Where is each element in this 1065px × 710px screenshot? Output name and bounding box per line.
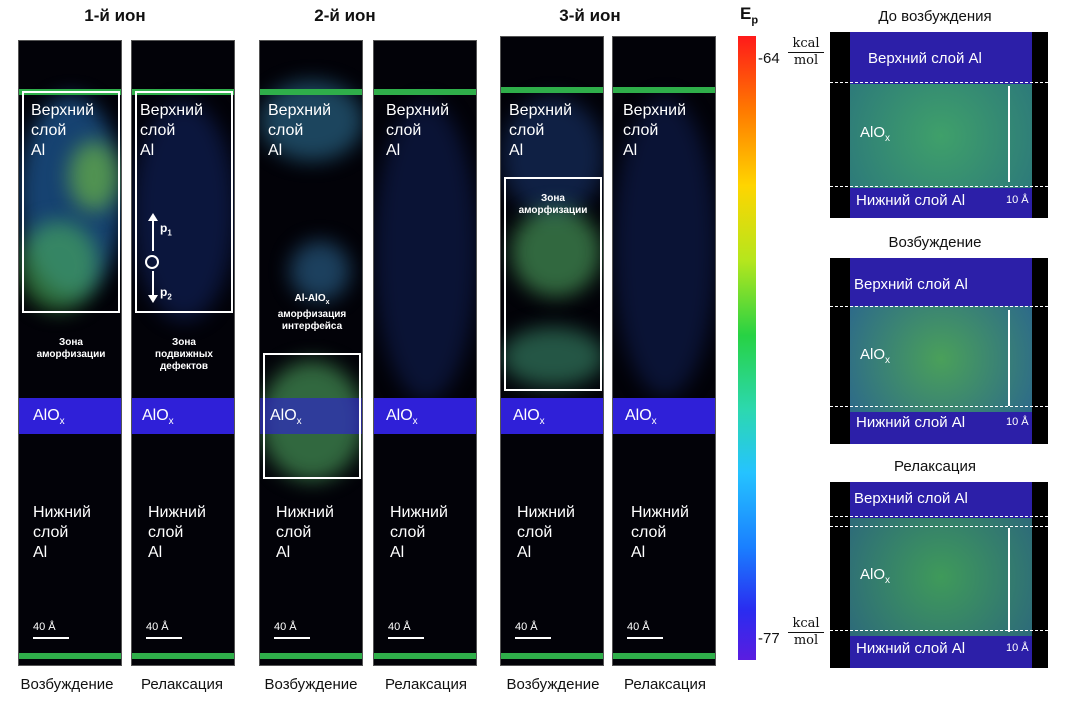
alox-band bbox=[501, 398, 603, 434]
caption-excitation: Возбуждение bbox=[506, 676, 600, 693]
alox-band bbox=[613, 398, 715, 434]
panel-ion1-excitation: Верхний слой Al Зона аморфизации AlOx Нижни… bbox=[18, 40, 122, 666]
right-panel-relaxation: Верхний слой Al AlOx Нижний слой Al 10 Å bbox=[830, 482, 1048, 668]
caption-relaxation: Релаксация bbox=[385, 676, 467, 693]
alox-label: AlOx bbox=[142, 407, 174, 428]
ion-3-title: 3-й ион bbox=[559, 6, 621, 25]
alox-label: AlOx bbox=[625, 407, 657, 428]
alox-label: AlOx bbox=[270, 407, 302, 428]
panel-ion3-excitation: Верхний слой Al Зона аморфизации AlOx Нижни… bbox=[500, 36, 604, 666]
alox-band bbox=[260, 398, 362, 434]
panel-ion2-excitation: Верхний слой Al Al-AlOx аморфизация интерфе… bbox=[259, 40, 363, 666]
panel-ion3-relaxation: Верхний слой Al AlOx Нижний слой Al 40 Å bbox=[612, 36, 716, 666]
down-arrow-icon bbox=[152, 271, 154, 297]
defect-circle-icon bbox=[145, 255, 159, 269]
right-panel-excitation: Верхний слой Al AlOx Нижний слой Al 10 Å bbox=[830, 258, 1048, 444]
alox-label: AlOx bbox=[513, 407, 545, 428]
colorbar-min: -77 bbox=[758, 630, 780, 647]
alox-band bbox=[132, 398, 234, 434]
scale-label: 40 Å bbox=[33, 621, 56, 633]
panel-ion1-relaxation: Верхний слой Al p1 p2 Зона подвижных дефекто… bbox=[131, 40, 235, 666]
caption-relaxation: Релаксация bbox=[624, 676, 706, 693]
right-title-excitation: Возбуждение bbox=[888, 234, 982, 251]
mobile-defects-label: Зона подвижных дефектов bbox=[155, 337, 213, 372]
right-title-before: До возбуждения bbox=[878, 8, 992, 25]
right-title-relaxation: Релаксация bbox=[894, 458, 976, 475]
alox-label: AlOx bbox=[33, 407, 65, 428]
colorbar-title: Ep bbox=[740, 4, 759, 27]
alox-band bbox=[19, 398, 121, 434]
caption-relaxation: Релаксация bbox=[141, 676, 223, 693]
ion-1-title: 1-й ион bbox=[84, 6, 146, 25]
right-panel-before: Верхний слой Al AlOx Нижний слой Al 10 Å bbox=[830, 32, 1048, 218]
caption-excitation: Возбуждение bbox=[20, 676, 114, 693]
energy-colorbar bbox=[738, 36, 756, 660]
alox-band bbox=[374, 398, 476, 434]
caption-excitation: Возбуждение bbox=[264, 676, 358, 693]
amorphization-zone-label: Зона аморфизации bbox=[36, 337, 106, 360]
colorbar-max: -64 bbox=[758, 50, 780, 67]
interface-amorphization-label: Al-AlOx аморфизация интерфейса bbox=[277, 293, 347, 332]
alox-label: AlOx bbox=[386, 407, 418, 428]
panel-ion2-relaxation: Верхний слой Al AlOx Нижний слой Al 40 Å bbox=[373, 40, 477, 666]
ion-2-title: 2-й ион bbox=[314, 6, 376, 25]
up-arrow-icon bbox=[152, 219, 154, 251]
amorphization-zone-label: Зона аморфизации bbox=[518, 193, 588, 216]
